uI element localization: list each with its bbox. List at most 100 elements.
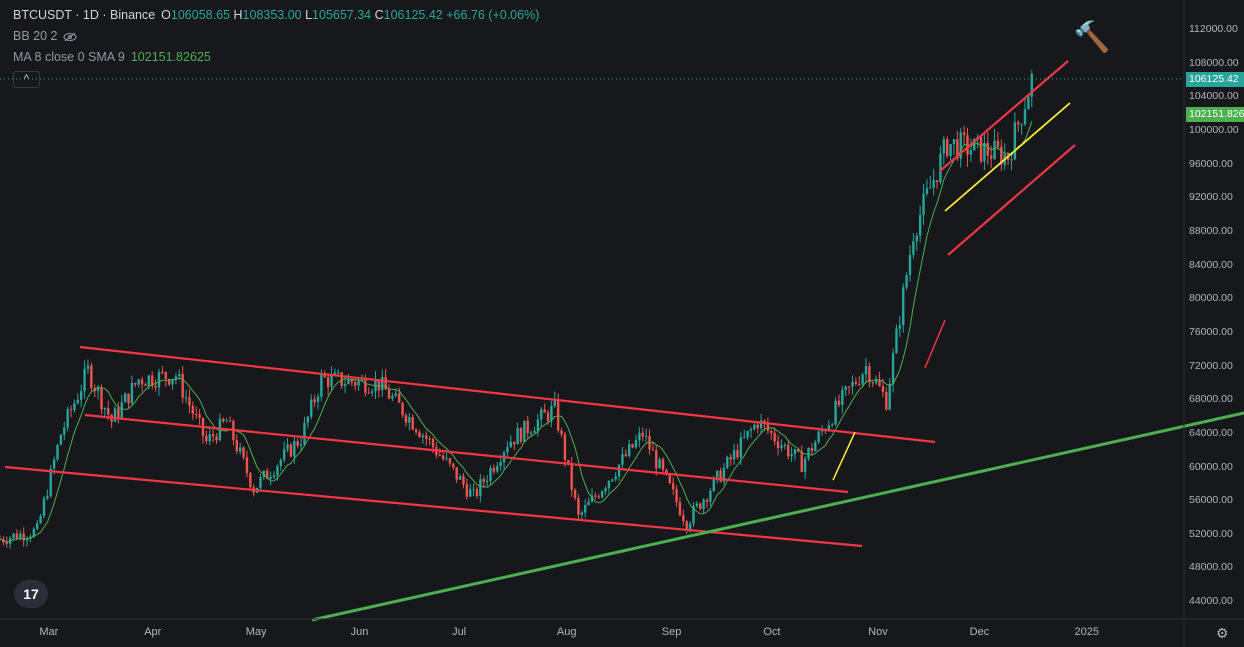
symbol-title[interactable]: BTCUSDT · 1D · Binance xyxy=(13,8,156,22)
candle-body xyxy=(962,132,966,136)
candle-body xyxy=(181,374,184,398)
candle-body xyxy=(986,142,989,156)
gear-icon[interactable]: ⚙ xyxy=(1216,625,1229,641)
candle-body xyxy=(523,420,526,442)
candle-body xyxy=(942,139,946,154)
candle-body xyxy=(854,381,858,384)
candle-body xyxy=(628,444,631,456)
candle-body xyxy=(800,451,803,472)
bb-indicator-label[interactable]: BB 20 2 xyxy=(13,29,58,43)
candle-body xyxy=(817,431,820,443)
candle-body xyxy=(841,389,844,405)
candle-body xyxy=(59,434,63,445)
price-axis-label: 112000.00 xyxy=(1189,23,1238,36)
candle-body xyxy=(52,459,56,469)
candle-body xyxy=(1013,122,1017,160)
candle-body xyxy=(830,424,834,426)
candle-body xyxy=(238,447,242,452)
candle-body xyxy=(448,458,452,464)
candle-body xyxy=(820,430,824,432)
candle-body xyxy=(391,396,394,399)
candle-body xyxy=(685,521,688,531)
candle-body xyxy=(695,503,699,507)
candle-body xyxy=(790,454,793,457)
tradingview-logo-icon[interactable]: 17 xyxy=(14,580,48,608)
candle-body xyxy=(1030,73,1033,97)
candle-body xyxy=(489,468,492,481)
candle-body xyxy=(117,408,120,418)
time-axis-label: Jun xyxy=(350,626,369,638)
candle-body xyxy=(452,463,455,468)
candle-body xyxy=(313,399,316,403)
candle-body xyxy=(874,380,878,383)
candle-body xyxy=(445,458,448,460)
november-trend-line xyxy=(924,319,946,369)
candle-body xyxy=(983,142,986,162)
price-axis-label: 100000.00 xyxy=(1189,124,1239,136)
candle-body xyxy=(641,432,644,437)
candle-body xyxy=(22,533,25,541)
candle-body xyxy=(519,428,523,442)
candle-body xyxy=(364,378,367,393)
candle-body xyxy=(39,516,42,524)
candle-body xyxy=(347,378,350,385)
candle-body xyxy=(560,430,563,435)
candle-body xyxy=(1000,146,1003,165)
candle-body xyxy=(692,506,695,524)
candle-body xyxy=(127,393,130,404)
candle-body xyxy=(621,454,624,465)
candle-body xyxy=(425,435,428,439)
candle-body xyxy=(475,489,479,497)
ma-indicator-label[interactable]: MA 8 close 0 SMA 9 xyxy=(13,50,125,64)
candle-body xyxy=(1017,122,1020,125)
candle-body xyxy=(949,143,952,157)
candle-body xyxy=(479,479,482,497)
trendlines xyxy=(0,60,1244,622)
candle-body xyxy=(32,528,36,537)
time-axis-label: May xyxy=(245,626,267,638)
candle-body xyxy=(499,462,502,467)
candle-body xyxy=(959,132,962,159)
candle-body xyxy=(814,442,817,452)
candle-body xyxy=(594,495,597,497)
candle-body xyxy=(323,374,326,378)
candle-body xyxy=(492,468,496,472)
price-axis-label: 96000.00 xyxy=(1189,157,1233,170)
candle-body xyxy=(655,450,658,469)
candle-body xyxy=(438,455,441,457)
candle-body xyxy=(661,459,665,470)
candle-body xyxy=(49,468,52,497)
candle-body xyxy=(688,523,692,531)
candle-body xyxy=(310,399,313,417)
candle-body xyxy=(269,477,272,479)
candle-body xyxy=(259,477,262,488)
candle-body xyxy=(208,434,211,442)
candle-body xyxy=(12,533,15,539)
candle-body xyxy=(617,464,621,477)
candle-body xyxy=(905,275,908,288)
candle-body xyxy=(898,325,902,329)
time-axis-label: Jul xyxy=(452,626,467,638)
candle-body xyxy=(939,153,942,183)
collapse-legend-button[interactable]: ^ xyxy=(13,71,40,88)
candle-body xyxy=(157,371,161,388)
price-axis-label: 64000.00 xyxy=(1189,426,1233,439)
chart-legend: BTCUSDT · 1D · Binance O106058.65 H10835… xyxy=(13,5,539,68)
candle-body xyxy=(682,515,685,522)
candle-body xyxy=(878,380,881,387)
candle-body xyxy=(567,460,570,464)
candle-body xyxy=(198,414,201,418)
candle-body xyxy=(935,180,939,183)
candle-body xyxy=(161,371,164,373)
eye-off-icon[interactable] xyxy=(63,32,77,42)
candle-body xyxy=(996,140,1000,147)
candle-body xyxy=(780,445,783,449)
candle-body xyxy=(387,389,391,399)
candle-body xyxy=(803,458,807,472)
candle-body xyxy=(607,480,611,489)
candle-body xyxy=(337,372,340,374)
candle-body xyxy=(732,450,736,460)
candle-body xyxy=(340,372,343,386)
candle-body xyxy=(320,374,323,397)
